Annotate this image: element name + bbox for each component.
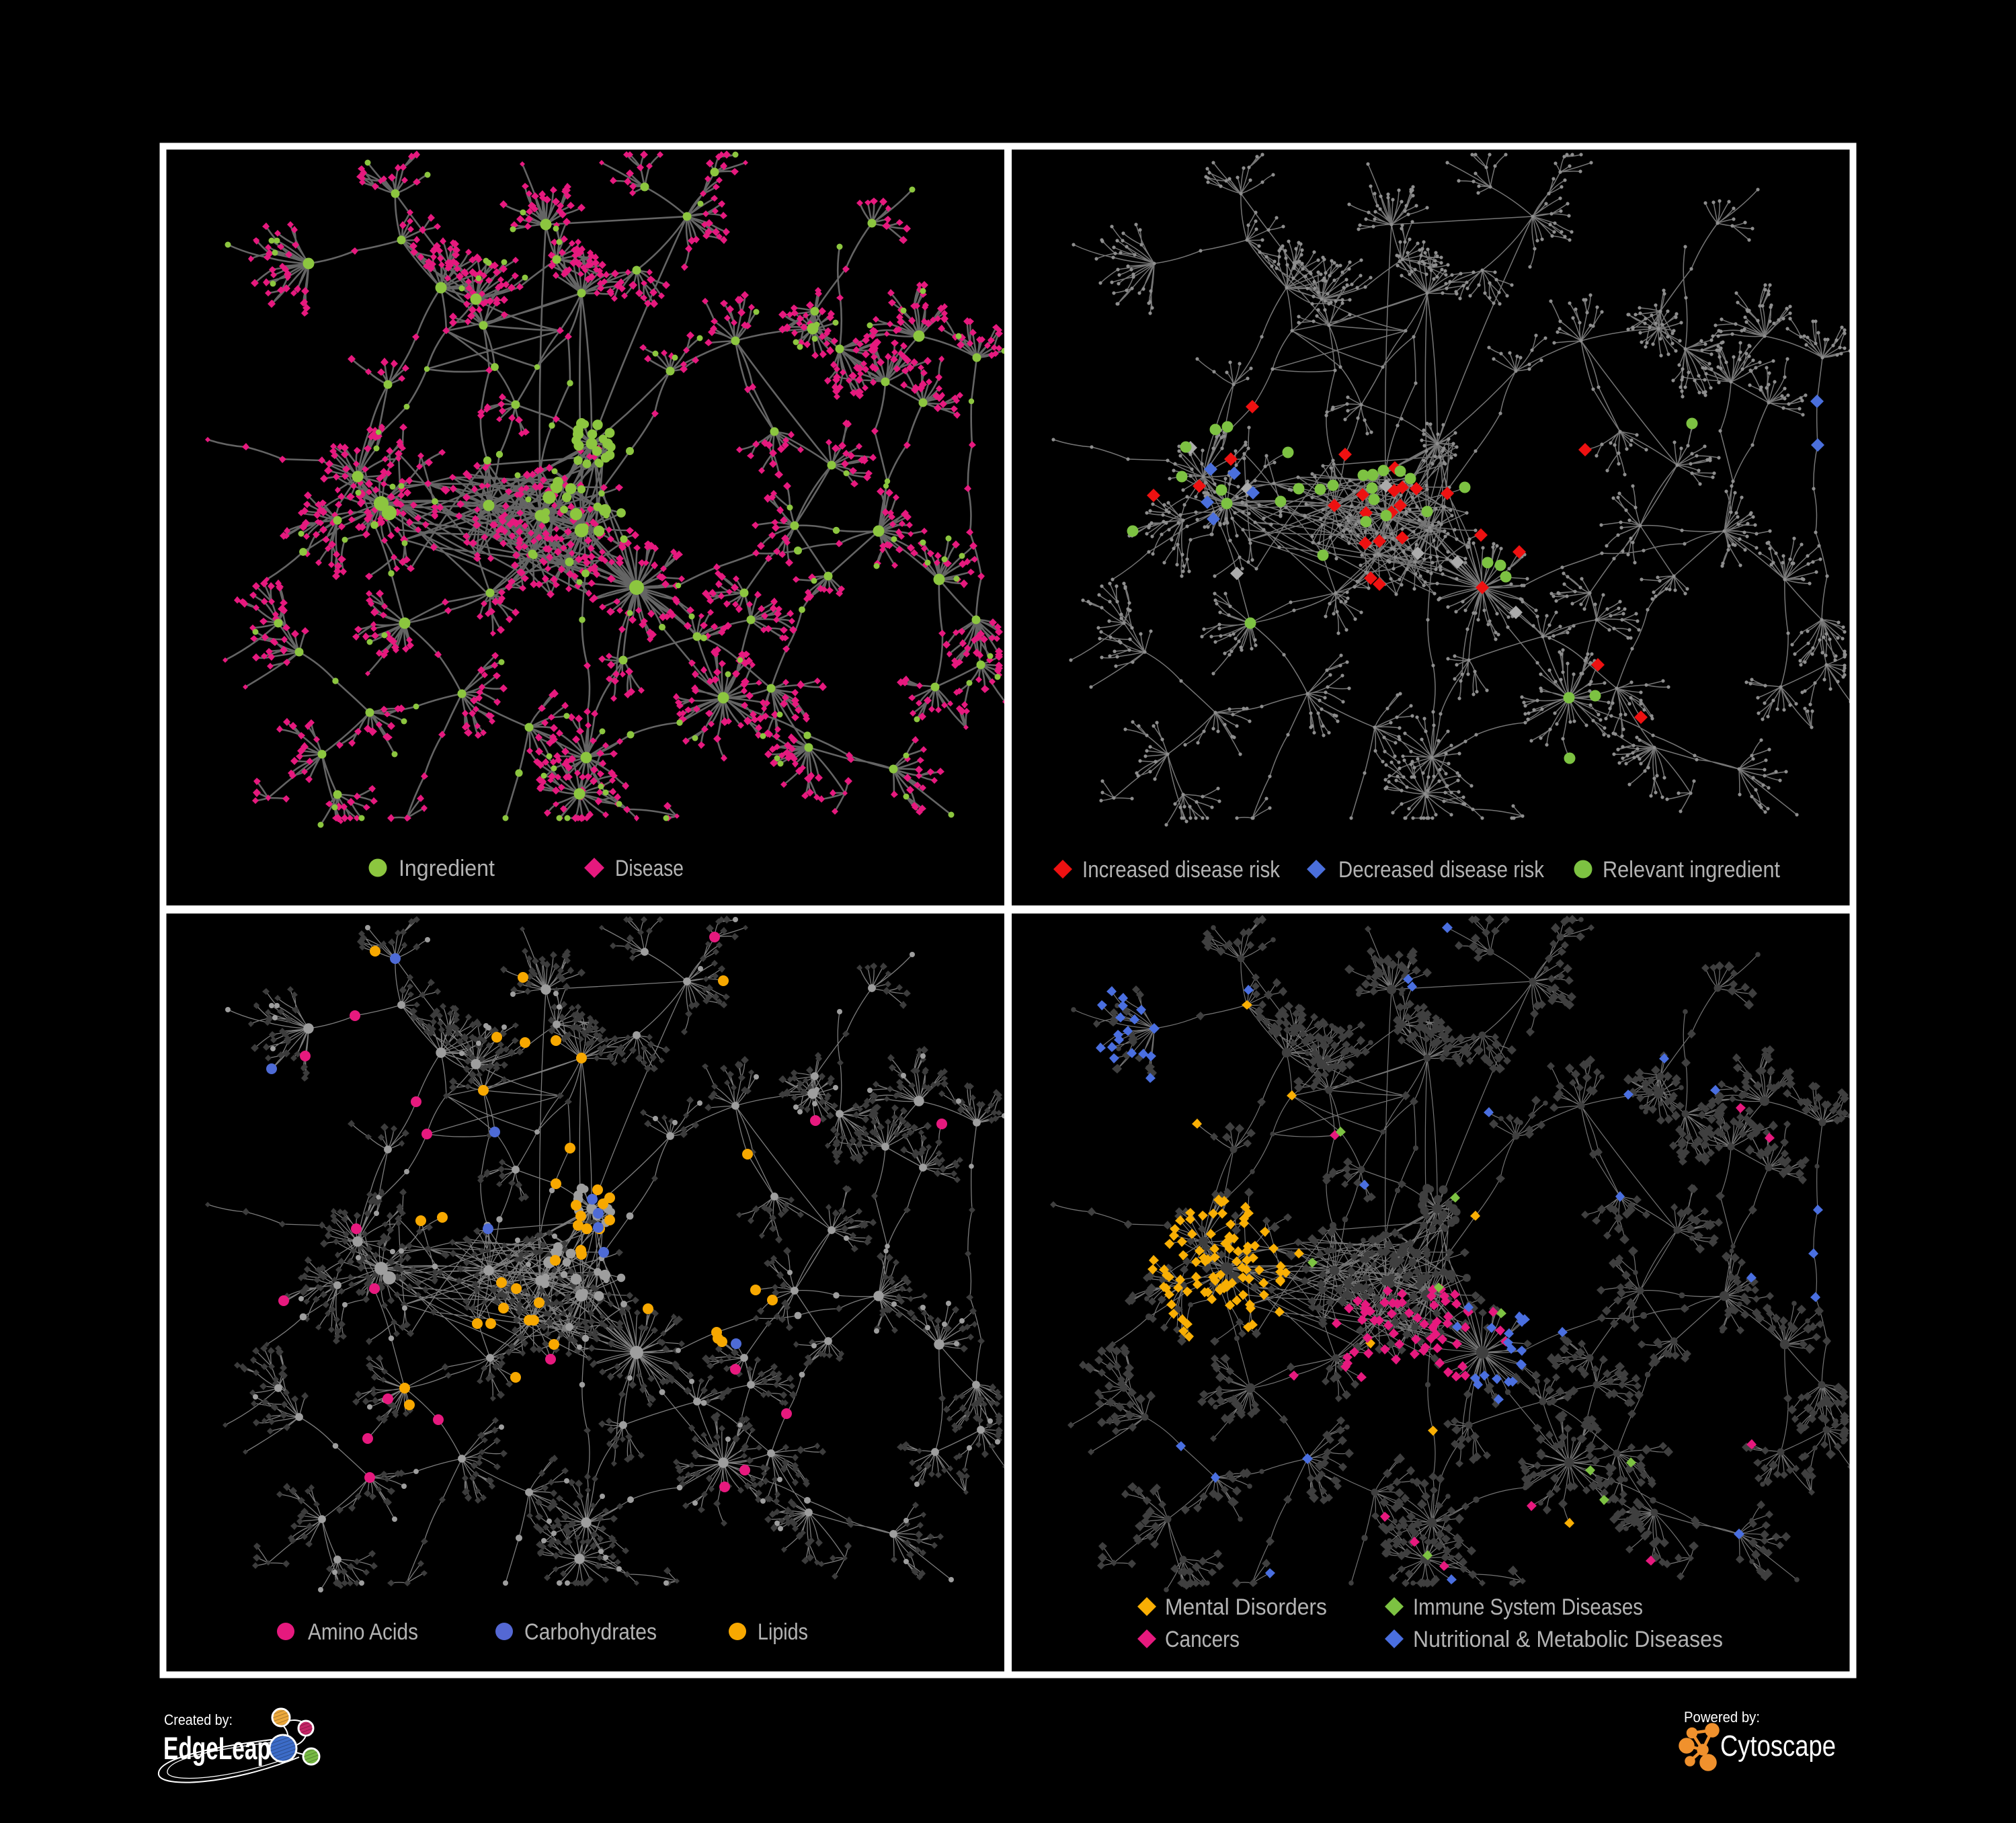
svg-text:Cancers: Cancers — [1165, 1627, 1240, 1652]
svg-text:Lipids: Lipids — [758, 1619, 808, 1645]
svg-text:Decreased disease risk: Decreased disease risk — [1338, 857, 1545, 883]
svg-text:Carbohydrates: Carbohydrates — [524, 1619, 657, 1645]
svg-text:Mental Disorders: Mental Disorders — [1165, 1594, 1327, 1620]
svg-text:Powered by:: Powered by: — [1684, 1709, 1760, 1726]
svg-text:Disease: Disease — [615, 856, 684, 881]
svg-text:Increased disease risk: Increased disease risk — [1082, 857, 1281, 883]
svg-text:Nutritional & Metabolic Diseas: Nutritional & Metabolic Diseases — [1413, 1627, 1723, 1652]
svg-text:Created by:: Created by: — [164, 1711, 233, 1728]
svg-text:Relevant ingredient: Relevant ingredient — [1603, 857, 1780, 883]
svg-text:Amino Acids: Amino Acids — [308, 1619, 418, 1645]
svg-text:Ingredient: Ingredient — [399, 856, 495, 881]
svg-text:Immune System Diseases: Immune System Diseases — [1413, 1594, 1643, 1620]
svg-text:Cytoscape: Cytoscape — [1720, 1730, 1836, 1763]
